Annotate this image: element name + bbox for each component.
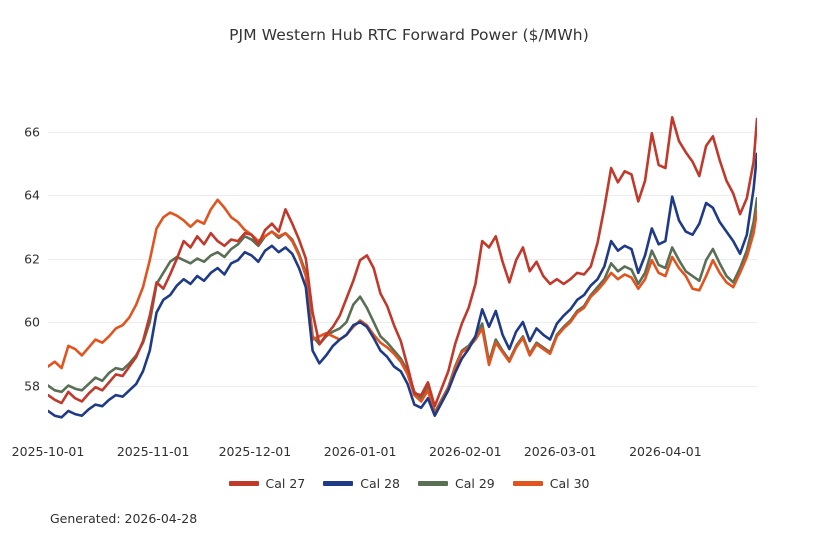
y-tick-label: 62 (24, 251, 40, 267)
legend-label: Cal 27 (265, 476, 306, 491)
chart-title: PJM Western Hub RTC Forward Power ($/MWh… (229, 26, 589, 44)
x-tick-label: 2025-11-01 (116, 444, 190, 459)
legend-label: Cal 30 (549, 476, 590, 491)
gridline-y (48, 385, 757, 387)
y-tick-label: 66 (24, 124, 40, 140)
gridlines (48, 103, 757, 430)
gridline-y (48, 322, 757, 324)
legend-label: Cal 29 (455, 476, 495, 491)
x-tick-label: 2026-01-01 (323, 444, 397, 459)
legend-item-cal-28[interactable]: Cal 28 (323, 476, 400, 491)
series-lines (48, 115, 757, 419)
legend-swatch (323, 481, 354, 486)
legend-label: Cal 28 (360, 476, 400, 491)
legend-item-cal-30[interactable]: Cal 30 (512, 476, 590, 491)
x-tick-label: 2025-10-01 (11, 444, 85, 459)
series-line-cal-28 (48, 152, 757, 419)
gridline-y (48, 195, 757, 197)
y-tick-label: 64 (24, 187, 40, 203)
y-axis-tick-labels: 58 60 62 64 66 (0, 103, 40, 430)
y-tick-label: 58 (24, 378, 40, 394)
legend-item-cal-29[interactable]: Cal 29 (418, 476, 495, 491)
y-tick-label: 60 (24, 314, 40, 330)
x-tick-label: 2026-02-01 (428, 444, 502, 459)
series-line-cal-27 (48, 115, 757, 408)
chart-legend: Cal 27 Cal 28 Cal 29 Cal 30 (0, 476, 818, 491)
gridline-y (48, 258, 757, 260)
legend-item-cal-27[interactable]: Cal 27 (228, 476, 306, 491)
legend-swatch (228, 481, 259, 486)
legend-swatch (418, 481, 448, 486)
plot-area (48, 103, 757, 430)
series-line-cal-30 (48, 198, 757, 416)
x-tick-label: 2025-12-01 (218, 444, 292, 459)
x-tick-label: 2026-03-01 (523, 444, 597, 459)
generated-timestamp: Generated: 2026-04-28 (50, 511, 198, 526)
x-axis-tick-labels: 2025-10-01 2025-11-01 2025-12-01 2026-01-01… (0, 444, 818, 464)
series-line-cal-29 (48, 196, 757, 414)
legend-swatch (512, 481, 543, 486)
gridline-y (48, 131, 757, 133)
x-tick-label: 2026-04-01 (629, 444, 702, 459)
